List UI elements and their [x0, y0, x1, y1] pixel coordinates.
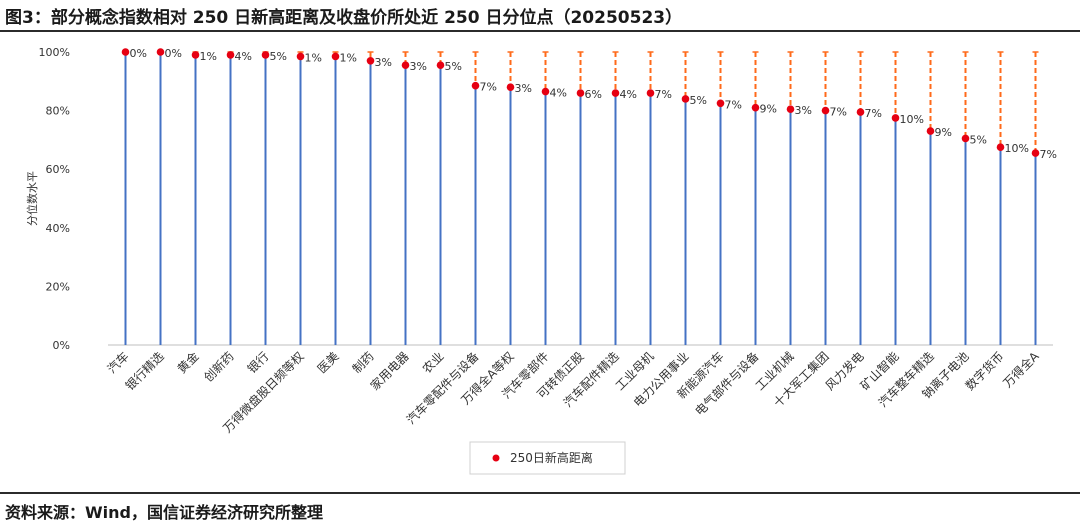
data-label: 1% [340, 51, 357, 64]
chart-title: 图3：部分概念指数相对 250 日新高距离及收盘价所处近 250 日分位点（20… [5, 8, 683, 28]
data-point [996, 143, 1005, 152]
x-tick-label: 银行精选 [123, 349, 167, 393]
data-point [891, 114, 900, 122]
data-point [576, 89, 585, 97]
data-point [751, 103, 760, 112]
data-label: 1% [200, 50, 217, 63]
data-point [436, 61, 445, 69]
data-label: 0% [130, 47, 147, 60]
data-label: 3% [410, 60, 427, 73]
data-point [261, 51, 270, 59]
data-point [646, 89, 655, 97]
x-tick-label: 黄金 [174, 349, 202, 377]
data-label: 9% [760, 103, 777, 116]
data-point [541, 87, 550, 96]
data-label: 10% [1005, 142, 1029, 155]
y-tick-label: 40% [46, 222, 70, 235]
y-tick-labels: 0% 20% 40% 60% 80% 100% [39, 46, 70, 352]
data-point [716, 99, 725, 108]
data-point [961, 134, 970, 143]
data-point [856, 108, 865, 116]
data-label: 7% [865, 107, 882, 120]
x-tick-label: 万得全A [1000, 348, 1042, 390]
data-point [331, 52, 340, 61]
y-tick-label: 0% [53, 339, 70, 352]
data-point [786, 105, 795, 113]
data-label: 3% [795, 104, 812, 117]
x-tick-label: 医美 [315, 349, 342, 376]
top-rule [0, 30, 1080, 32]
data-label: 4% [550, 87, 567, 100]
x-tick-label: 汽车 [104, 349, 132, 377]
x-tick-label: 银行 [245, 349, 272, 376]
data-label: 4% [620, 88, 637, 101]
y-axis-label: 分位数水平 [25, 171, 39, 226]
data-label: 5% [445, 60, 462, 73]
data-point [821, 106, 830, 115]
plot-area: 0% 0% 1% 4% 5% 1% 1% 3% 3% 5% 7% 3% 4% 6% 4% 7% 5% 7% 9% 3%… [121, 47, 1057, 345]
data-label: 7% [725, 98, 742, 111]
data-point [926, 127, 935, 135]
y-tick-label: 20% [46, 280, 70, 293]
data-point [366, 56, 375, 65]
data-label: 7% [1040, 148, 1057, 161]
data-label: 7% [830, 106, 847, 119]
data-point [1031, 149, 1040, 157]
data-point [611, 89, 620, 97]
data-point [296, 52, 305, 61]
x-tick-label: 数字货币 [962, 349, 1007, 394]
x-tick-label: 农业 [420, 349, 447, 376]
legend-label: 250日新高距离 [510, 450, 593, 465]
data-point [401, 61, 410, 69]
bottom-rule [0, 492, 1080, 494]
data-label: 5% [270, 50, 287, 63]
data-label: 9% [935, 126, 952, 139]
data-label: 0% [165, 47, 182, 60]
legend: 250日新高距离 [469, 441, 626, 475]
data-label: 4% [235, 50, 252, 63]
y-tick-label: 100% [39, 46, 70, 59]
data-label: 3% [515, 82, 532, 95]
y-tick-label: 80% [46, 105, 70, 118]
data-label: 7% [480, 81, 497, 94]
data-point [506, 83, 515, 91]
data-label: 10% [900, 113, 924, 126]
data-point [471, 81, 480, 90]
x-tick-label: 家用电器 [367, 349, 412, 394]
x-tick-label: 创新药 [201, 349, 237, 385]
y-tick-label: 60% [46, 163, 70, 176]
data-label: 3% [375, 56, 392, 69]
x-tick-label: 制药 [350, 349, 377, 376]
source-note: 资料来源：Wind，国信证券经济研究所整理 [5, 503, 323, 522]
legend-marker [492, 454, 500, 462]
data-point [156, 48, 165, 56]
data-label: 6% [585, 88, 602, 101]
data-label: 1% [305, 51, 322, 64]
data-point [191, 51, 200, 59]
data-point [681, 95, 690, 103]
chart: 0% 20% 40% 60% 80% 100% 分位数水平 0% 0% 1% 4% 5% 1% 1% 3… [25, 46, 1057, 475]
data-label: 5% [970, 133, 987, 146]
data-label: 7% [655, 88, 672, 101]
data-point [121, 48, 130, 56]
data-label: 5% [690, 94, 707, 107]
data-point [226, 51, 235, 59]
